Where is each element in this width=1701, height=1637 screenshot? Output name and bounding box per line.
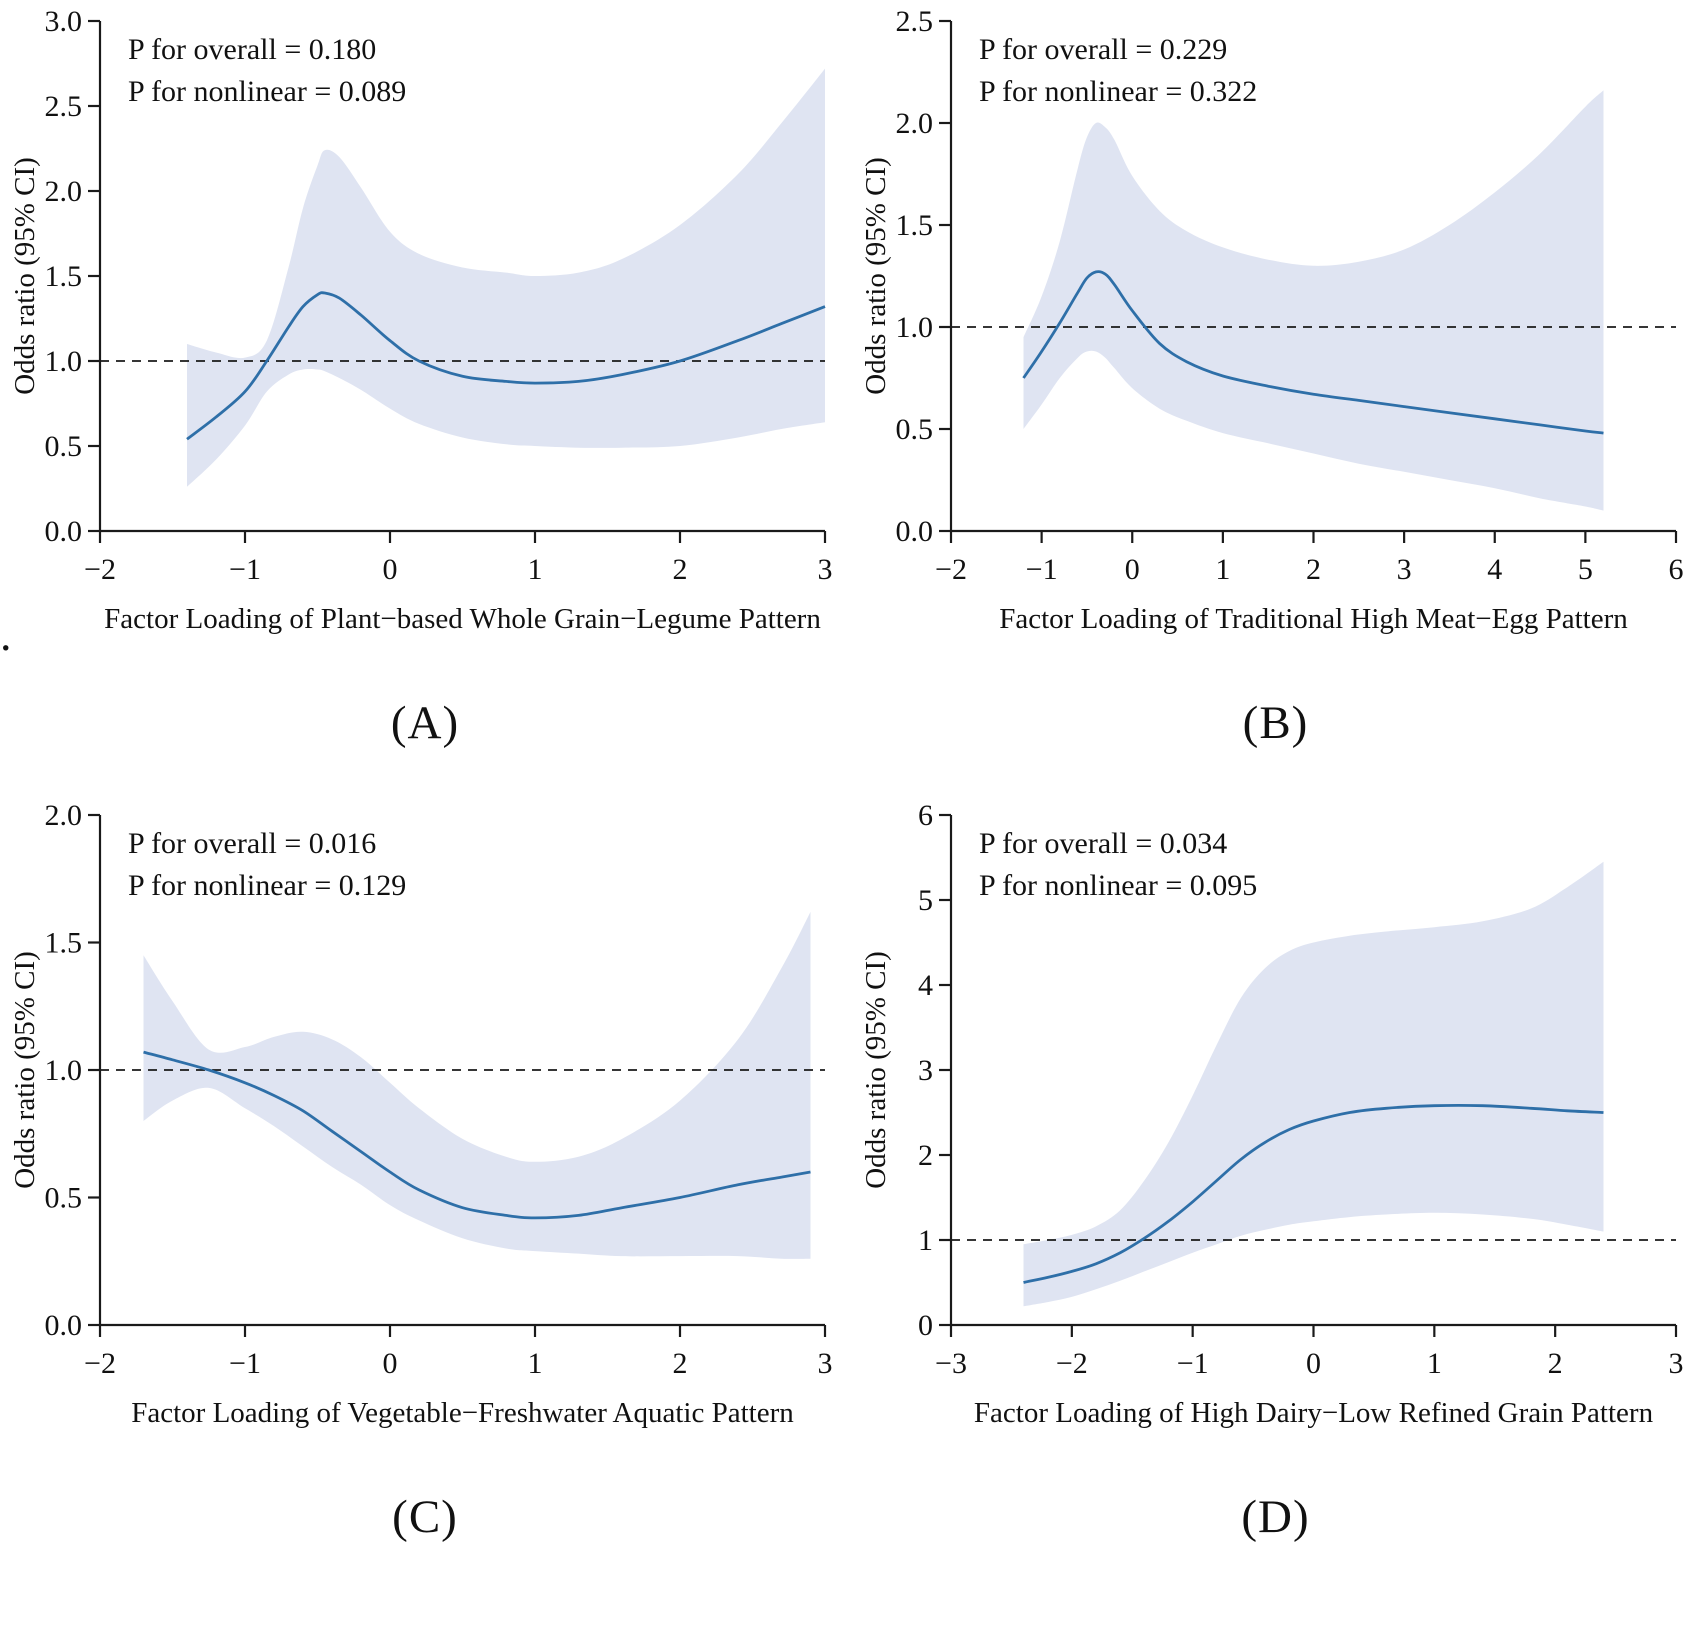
y-tick-label: 2.0 (45, 800, 83, 832)
x-tick-label: −3 (935, 1347, 967, 1380)
y-tick-label: 4 (918, 969, 933, 1002)
chart-vegetable-freshwater-aquatic: 0.0 0.5 1.0 1.5 2.0 −2 −1 0 1 2 3 Factor Loading of… (9, 800, 833, 1429)
x-tick-label: 1 (528, 1347, 543, 1380)
chart-traditional-high-meat-egg: 0.0 0.5 1.0 1.5 2.0 2.5 −2 −1 0 1 2 3 4 5 6 Factor Load… (860, 6, 1684, 635)
x-tick-label: 6 (1668, 553, 1683, 586)
y-tick-label: 6 (918, 800, 933, 832)
y-axis-title: Odds ratio (95% CI) (9, 157, 41, 395)
y-tick-label: 0.5 (45, 1182, 83, 1215)
y-axis-title: Odds ratio (95% CI) (9, 951, 41, 1189)
y-axis-title: Odds ratio (95% CI) (860, 157, 892, 395)
panel-label-a: (A) (390, 697, 460, 749)
chart-plant-based-whole-grain-legume: 0.0 0.5 1.0 1.5 2.0 2.5 3.0 −2 −1 0 1 2 3 Factor Load… (9, 6, 833, 635)
y-tick-label: 3.0 (45, 6, 83, 38)
odds-ratio-curve (143, 1050, 811, 1220)
x-tick-label: 0 (383, 1347, 398, 1380)
x-tick-label: −1 (1025, 553, 1057, 586)
x-tick-label: −1 (229, 553, 261, 586)
x-tick-label: 3 (818, 553, 833, 586)
p-value-annotation: P for nonlinear = 0.322 (979, 75, 1257, 108)
x-tick-label: 5 (1577, 553, 1592, 586)
x-tick-label: 2 (1547, 1347, 1562, 1380)
p-value-annotation: P for nonlinear = 0.129 (128, 869, 406, 902)
y-tick-label: 1.0 (45, 1054, 83, 1087)
x-axis-title: Factor Loading of Plant−based Whole Grai… (104, 603, 821, 635)
ci-band (187, 68, 825, 487)
panel-label-d: (D) (1241, 1491, 1310, 1543)
odds-ratio-curve (186, 291, 826, 441)
y-tick-label: 0.0 (45, 515, 83, 548)
y-tick-label: 1.0 (895, 311, 933, 344)
x-tick-label: −1 (229, 1347, 261, 1380)
panel-b: 0.0 0.5 1.0 1.5 2.0 2.5 −2 −1 0 1 2 3 4 5 6 Factor Load… (850, 6, 1701, 750)
y-tick-label: 0.0 (895, 515, 933, 548)
x-axis-title: Factor Loading of Vegetable−Freshwater A… (131, 1397, 794, 1429)
x-tick-label: −2 (84, 553, 116, 586)
x-tick-label: 4 (1487, 553, 1502, 586)
x-tick-label: 1 (1426, 1347, 1441, 1380)
ci-band (1023, 861, 1603, 1307)
x-tick-label: 3 (818, 1347, 833, 1380)
y-tick-label: 0.5 (45, 430, 83, 463)
ci-band (1023, 90, 1603, 511)
p-value-annotation: P for overall = 0.229 (979, 33, 1227, 66)
panel-a: 0.0 0.5 1.0 1.5 2.0 2.5 3.0 −2 −1 0 1 2 3 Factor Load… (0, 6, 850, 750)
y-tick-label: 0 (918, 1309, 933, 1342)
x-tick-label: 3 (1668, 1347, 1683, 1380)
x-tick-label: 1 (528, 553, 543, 586)
stray-period-mark: . (0, 609, 12, 660)
x-tick-label: 2 (673, 1347, 688, 1380)
p-value-annotation: P for overall = 0.180 (128, 33, 376, 66)
x-tick-label: −2 (84, 1347, 116, 1380)
figure-grid: 0.0 0.5 1.0 1.5 2.0 2.5 3.0 −2 −1 0 1 2 3 Factor Load… (0, 6, 1701, 1544)
ci-band (143, 911, 811, 1259)
y-tick-label: 2.5 (45, 90, 83, 123)
p-value-annotation: P for nonlinear = 0.089 (128, 75, 406, 108)
y-tick-label: 0.0 (45, 1309, 83, 1342)
y-tick-label: 1.5 (45, 927, 83, 960)
y-tick-label: 1.0 (45, 345, 83, 378)
y-tick-label: 5 (918, 884, 933, 917)
chart-high-dairy-low-refined-grain: 0 1 2 3 4 5 6 −3 −2 −1 0 1 2 3 Factor Loading of High … (860, 800, 1684, 1429)
panel-c: 0.0 0.5 1.0 1.5 2.0 −2 −1 0 1 2 3 Factor Loading of… (0, 800, 850, 1544)
y-tick-label: 1.5 (45, 260, 83, 293)
x-axis-title: Factor Loading of High Dairy−Low Refined… (973, 1397, 1653, 1429)
y-tick-label: 2.5 (895, 6, 933, 38)
y-tick-label: 3 (918, 1054, 933, 1087)
x-tick-label: 2 (673, 553, 688, 586)
x-tick-label: −2 (935, 553, 967, 586)
y-tick-label: 0.5 (895, 413, 933, 446)
x-tick-label: 3 (1396, 553, 1411, 586)
y-tick-label: 2.0 (45, 175, 83, 208)
odds-ratio-curve (1021, 270, 1604, 435)
y-tick-label: 1.5 (895, 209, 933, 242)
x-tick-label: −2 (1055, 1347, 1087, 1380)
x-tick-label: 0 (1124, 553, 1139, 586)
y-tick-label: 1 (918, 1224, 933, 1257)
y-axis-title: Odds ratio (95% CI) (860, 951, 892, 1189)
x-tick-label: 0 (383, 553, 398, 586)
x-tick-label: −1 (1176, 1347, 1208, 1380)
x-tick-label: 1 (1215, 553, 1230, 586)
panel-label-c: (C) (392, 1491, 458, 1543)
x-tick-label: 0 (1306, 1347, 1321, 1380)
p-value-annotation: P for overall = 0.034 (979, 827, 1227, 860)
p-value-annotation: P for nonlinear = 0.095 (979, 869, 1257, 902)
x-axis-title: Factor Loading of Traditional High Meat−… (999, 603, 1628, 635)
panel-d: 0 1 2 3 4 5 6 −3 −2 −1 0 1 2 3 Factor Loading of High … (850, 800, 1701, 1544)
y-tick-label: 2 (918, 1139, 933, 1172)
x-tick-label: 2 (1306, 553, 1321, 586)
odds-ratio-curve (1022, 1104, 1604, 1284)
panel-label-b: (B) (1242, 697, 1309, 749)
y-tick-label: 2.0 (895, 107, 933, 140)
p-value-annotation: P for overall = 0.016 (128, 827, 376, 860)
